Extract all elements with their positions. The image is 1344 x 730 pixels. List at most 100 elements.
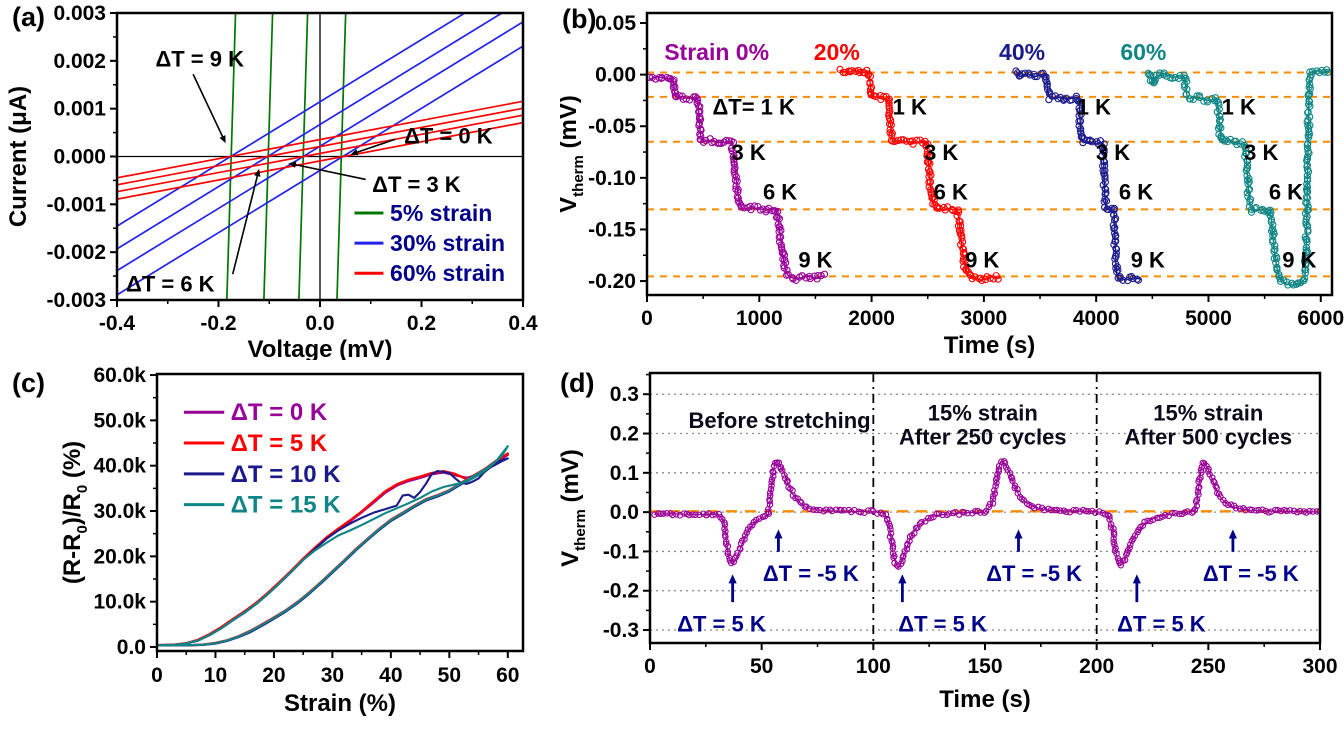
svg-text:ΔT = 5 K: ΔT = 5 K xyxy=(898,611,987,636)
svg-text:Strain (%): Strain (%) xyxy=(284,690,396,717)
svg-text:-0.2: -0.2 xyxy=(603,580,639,603)
svg-text:-0.05: -0.05 xyxy=(588,115,636,138)
svg-text:1 K: 1 K xyxy=(1077,95,1111,120)
svg-text:Time (s): Time (s) xyxy=(939,686,1031,713)
svg-text:20%: 20% xyxy=(814,39,860,65)
svg-text:1000: 1000 xyxy=(736,307,783,330)
svg-text:Time (s): Time (s) xyxy=(944,332,1036,359)
svg-text:-0.10: -0.10 xyxy=(588,167,636,190)
svg-text:40.0k: 40.0k xyxy=(93,455,146,478)
panel-d: (d) 0 50 100 150 200 250 300 0.3 0.2 0.1 0.0 -0.1 -0… xyxy=(560,360,1344,730)
svg-text:60% strain: 60% strain xyxy=(390,260,505,286)
svg-text:Before stretching: Before stretching xyxy=(688,408,870,433)
svg-text:0.1: 0.1 xyxy=(610,462,640,485)
svg-text:0: 0 xyxy=(151,664,163,687)
svg-text:15% strain: 15% strain xyxy=(928,401,1038,426)
svg-text:0: 0 xyxy=(644,655,656,678)
svg-text:3000: 3000 xyxy=(961,307,1008,330)
svg-text:ΔT = -5 K: ΔT = -5 K xyxy=(763,561,859,586)
svg-text:6 K: 6 K xyxy=(1119,179,1153,204)
svg-text:(R-R0)/R0 (%): (R-R0)/R0 (%) xyxy=(59,441,91,584)
svg-text:30% strain: 30% strain xyxy=(390,230,505,256)
svg-text:ΔT = 15 K: ΔT = 15 K xyxy=(231,492,342,519)
svg-text:10: 10 xyxy=(204,664,227,687)
svg-text:After 250 cycles: After 250 cycles xyxy=(899,425,1067,450)
svg-text:Vtherm (mV): Vtherm (mV) xyxy=(560,95,587,213)
svg-text:-0.003: -0.003 xyxy=(46,289,106,312)
svg-text:0.000: 0.000 xyxy=(53,146,106,169)
svg-text:-0.001: -0.001 xyxy=(46,193,106,216)
svg-text:0.2: 0.2 xyxy=(407,312,436,335)
svg-text:60: 60 xyxy=(496,664,519,687)
svg-text:10.0k: 10.0k xyxy=(93,591,146,614)
svg-text:40%: 40% xyxy=(999,39,1045,65)
svg-text:Voltage (mV): Voltage (mV) xyxy=(248,336,393,360)
svg-text:Strain 0%: Strain 0% xyxy=(664,39,769,65)
chart-c-resistance-strain: 0 10 20 30 40 50 60 60.0k 50.0k 40.0k 30.0k 20.0k 10… xyxy=(59,364,525,717)
svg-text:0.3: 0.3 xyxy=(610,383,639,406)
chart-b-thermovoltage-steps: 0 1000 2000 3000 4000 5000 6000 0.05 0.00 -0.05 -0… xyxy=(560,11,1344,359)
svg-text:1 K: 1 K xyxy=(1222,95,1256,120)
svg-text:ΔT = 0 K: ΔT = 0 K xyxy=(404,123,493,148)
svg-text:3 K: 3 K xyxy=(1096,140,1130,165)
svg-text:0.001: 0.001 xyxy=(53,98,106,121)
svg-text:0.002: 0.002 xyxy=(53,50,106,73)
svg-text:0.0: 0.0 xyxy=(610,501,639,524)
svg-text:ΔT = 0 K: ΔT = 0 K xyxy=(231,399,328,426)
svg-text:60.0k: 60.0k xyxy=(93,364,146,387)
svg-text:ΔT= 1 K: ΔT= 1 K xyxy=(712,95,795,120)
svg-text:ΔT = 5 K: ΔT = 5 K xyxy=(1117,611,1206,636)
svg-text:300: 300 xyxy=(1302,655,1337,678)
svg-text:6000: 6000 xyxy=(1297,307,1344,330)
svg-text:Current (μA): Current (μA) xyxy=(5,86,32,227)
svg-text:0.003: 0.003 xyxy=(53,2,106,25)
svg-text:4000: 4000 xyxy=(1073,307,1120,330)
panel-label-a: (a) xyxy=(12,2,45,32)
svg-text:9 K: 9 K xyxy=(798,247,832,272)
panel-label-c: (c) xyxy=(12,368,45,398)
svg-text:0.05: 0.05 xyxy=(595,12,636,35)
svg-text:0.0: 0.0 xyxy=(305,312,334,335)
chart-a-iv-curves: -0.4 -0.2 0.0 0.2 0.4 0.003 0.002 0.001 0.000 -0.… xyxy=(5,2,538,360)
svg-text:ΔT = 10 K: ΔT = 10 K xyxy=(231,461,342,488)
svg-text:3 K: 3 K xyxy=(732,140,766,165)
svg-text:9 K: 9 K xyxy=(1282,247,1316,272)
svg-text:0.4: 0.4 xyxy=(508,312,538,335)
svg-text:20.0k: 20.0k xyxy=(93,545,146,568)
svg-text:ΔT = 3 K: ΔT = 3 K xyxy=(372,172,461,197)
svg-text:ΔT = -5 K: ΔT = -5 K xyxy=(1203,561,1299,586)
svg-text:0: 0 xyxy=(641,307,653,330)
svg-text:100: 100 xyxy=(856,655,891,678)
svg-text:5000: 5000 xyxy=(1185,307,1232,330)
svg-text:60%: 60% xyxy=(1120,39,1166,65)
panel-a: (a) -0.4 -0.2 0.0 0.2 0.4 0.003 0.002 0.001 0.00… xyxy=(0,0,560,360)
svg-text:50: 50 xyxy=(438,664,461,687)
panel-label-b: (b) xyxy=(562,4,597,34)
svg-text:0.2: 0.2 xyxy=(610,423,639,446)
svg-text:0.0: 0.0 xyxy=(117,636,146,659)
svg-text:5% strain: 5% strain xyxy=(390,200,492,226)
svg-text:250: 250 xyxy=(1191,655,1226,678)
svg-text:-0.3: -0.3 xyxy=(603,619,639,642)
svg-text:ΔT = -5 K: ΔT = -5 K xyxy=(986,561,1082,586)
svg-text:ΔT = 5 K: ΔT = 5 K xyxy=(677,611,766,636)
svg-text:ΔT = 9 K: ΔT = 9 K xyxy=(155,46,244,71)
svg-text:40: 40 xyxy=(379,664,402,687)
svg-text:9 K: 9 K xyxy=(965,247,999,272)
svg-text:0.00: 0.00 xyxy=(595,64,636,87)
svg-text:6 K: 6 K xyxy=(1269,179,1303,204)
svg-text:-0.1: -0.1 xyxy=(603,540,640,563)
svg-text:9 K: 9 K xyxy=(1131,247,1165,272)
svg-text:6 K: 6 K xyxy=(763,179,797,204)
svg-text:-0.20: -0.20 xyxy=(588,270,636,293)
chart-d-cycling-stability: 0 50 100 150 200 250 300 0.3 0.2 0.1 0.0 -0.1 -0.2 -0… xyxy=(560,371,1338,713)
svg-text:15% strain: 15% strain xyxy=(1153,401,1263,426)
svg-text:ΔT = 6 K: ΔT = 6 K xyxy=(126,271,215,296)
svg-text:ΔT = 5 K: ΔT = 5 K xyxy=(231,430,328,457)
svg-text:-0.002: -0.002 xyxy=(46,241,106,264)
svg-text:-0.4: -0.4 xyxy=(99,312,136,335)
panel-label-d: (d) xyxy=(560,368,595,398)
svg-text:150: 150 xyxy=(967,655,1002,678)
svg-text:-0.2: -0.2 xyxy=(200,312,236,335)
